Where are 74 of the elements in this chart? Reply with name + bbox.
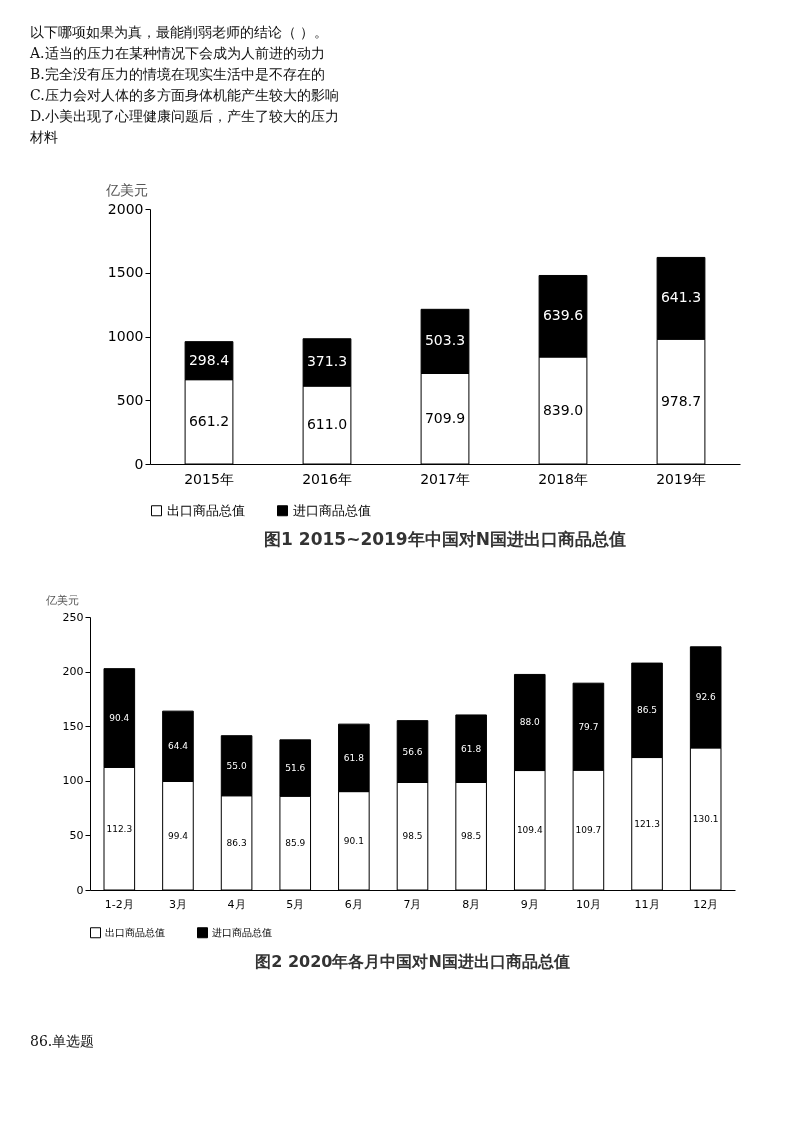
data-label: 98.5 <box>461 831 482 842</box>
data-label: 64.4 <box>167 741 189 752</box>
data-label: 611.0 <box>306 416 348 433</box>
data-label: 90.4 <box>109 713 130 724</box>
legend-label: 出口商品总值 <box>167 502 245 518</box>
data-label: 61.8 <box>343 752 365 763</box>
data-label: 92.6 <box>695 692 716 703</box>
y-tick-label: 100 <box>62 774 84 788</box>
data-label: 641.3 <box>660 289 702 306</box>
data-label: 79.7 <box>578 721 599 732</box>
data-label: 130.1 <box>692 813 719 824</box>
data-label: 61.8 <box>461 743 482 754</box>
y-tick-label: 0 <box>134 455 144 472</box>
y-tick-label: 1500 <box>107 264 144 281</box>
x-tick-label: 10月 <box>575 897 601 911</box>
data-label: 88.0 <box>519 717 541 728</box>
y-tick-label: 1000 <box>107 328 144 344</box>
data-label: 90.1 <box>343 835 364 846</box>
x-tick-label: 7月 <box>403 897 422 911</box>
data-label: 51.6 <box>285 763 306 774</box>
x-tick-label: 4月 <box>227 897 246 911</box>
data-label: 639.6 <box>542 307 584 324</box>
text: 图2 2020年各月中国对N国进出口商品总值 <box>255 952 570 971</box>
y-tick-label: 200 <box>62 665 84 679</box>
text: 材料 <box>30 128 59 147</box>
x-tick-label: 8月 <box>462 897 481 911</box>
data-label: 661.2 <box>188 412 230 429</box>
data-label: 86.5 <box>637 705 658 716</box>
y-tick-label: 250 <box>62 610 84 624</box>
data-label: 56.6 <box>402 746 423 757</box>
data-label: 371.3 <box>306 353 348 370</box>
text: D.小美出现了心理健康问题后，产生了较大的压力 <box>30 107 341 126</box>
text: C.压力会对人体的多方面身体机能产生较大的影响 <box>30 86 340 105</box>
text: 图1 2015~2019年中国对N国进出口商品总值 <box>264 529 626 549</box>
x-tick-label: 5月 <box>286 897 305 911</box>
y-axis-title: 亿美元 <box>44 593 79 607</box>
text: 以下哪项如果为真，最能削弱老师的结论（ ）。 <box>30 23 330 42</box>
y-tick-label: 500 <box>116 391 144 408</box>
x-tick-label: 12月 <box>693 897 719 911</box>
y-tick-label: 150 <box>62 719 84 733</box>
x-tick-label: 2019年 <box>656 470 706 487</box>
x-tick-label: 9月 <box>520 897 539 911</box>
y-tick-label: 0 <box>76 883 84 897</box>
data-label: 978.7 <box>660 392 702 409</box>
text: 86.单选题 <box>30 1032 96 1051</box>
data-label: 839.0 <box>542 401 584 418</box>
x-tick-label: 1-2月 <box>104 897 134 911</box>
y-tick-label: 2000 <box>107 200 144 217</box>
y-tick-label: 50 <box>69 828 84 842</box>
legend-label: 进口商品总值 <box>293 502 371 518</box>
x-tick-label: 2016年 <box>302 470 352 487</box>
text: A.适当的压力在某种情况下会成为人前进的动力 <box>30 44 326 63</box>
data-label: 85.9 <box>285 838 306 849</box>
x-tick-label: 2017年 <box>420 470 470 487</box>
x-tick-label: 11月 <box>634 897 660 911</box>
legend-label: 进口商品总值 <box>212 926 272 938</box>
data-label: 55.0 <box>226 760 247 771</box>
data-label: 112.3 <box>106 823 133 834</box>
x-tick-label: 6月 <box>344 897 363 911</box>
legend-label: 出口商品总值 <box>105 926 165 938</box>
x-tick-label: 2018年 <box>538 470 588 487</box>
text: B.完全没有压力的情境在现实生活中是不存在的 <box>30 65 326 84</box>
data-label: 109.4 <box>516 825 543 836</box>
x-tick-label: 3月 <box>168 897 187 911</box>
data-label: 98.5 <box>402 831 423 842</box>
x-tick-label: 2015年 <box>184 470 234 487</box>
y-axis-title: 亿美元 <box>104 181 148 198</box>
data-label: 503.3 <box>424 332 466 349</box>
data-label: 298.4 <box>188 351 230 368</box>
data-label: 86.3 <box>226 837 247 848</box>
data-label: 121.3 <box>634 818 660 829</box>
data-label: 709.9 <box>424 409 466 426</box>
data-label: 109.7 <box>575 825 602 836</box>
data-label: 99.4 <box>167 830 189 841</box>
